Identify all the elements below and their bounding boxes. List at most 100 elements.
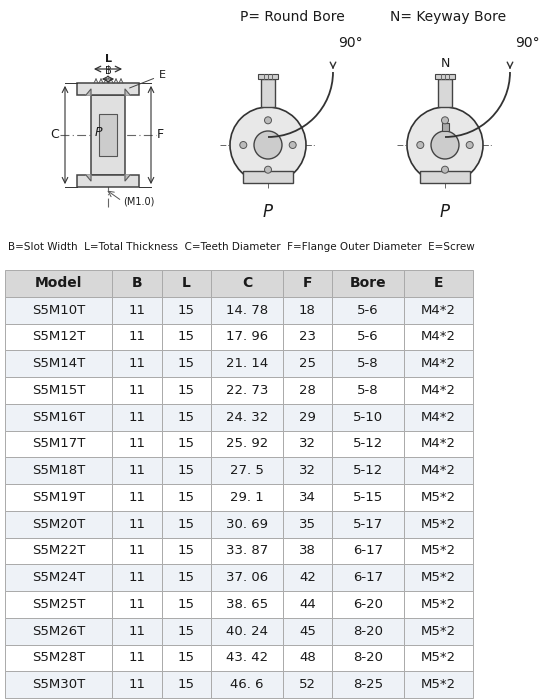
Text: M5*2: M5*2 [421,598,456,611]
Bar [404,297,473,323]
Text: 15: 15 [178,624,195,638]
Text: 15: 15 [178,491,195,504]
Bar [162,484,211,511]
Circle shape [289,141,296,148]
Text: 5-8: 5-8 [357,357,379,370]
Bar [332,297,404,323]
Text: 35: 35 [299,517,316,531]
Bar [162,671,211,698]
Bar [99,114,117,156]
Bar [77,175,139,187]
Text: L: L [105,54,111,64]
Bar [404,377,473,404]
Text: 28: 28 [299,384,316,397]
Bar [211,645,283,671]
Text: 43. 42: 43. 42 [226,652,268,664]
Text: 11: 11 [128,517,146,531]
Bar [404,350,473,377]
Text: 27. 5: 27. 5 [230,464,264,477]
Text: 15: 15 [178,678,195,691]
Bar [283,404,332,430]
Bar [211,591,283,618]
Bar [332,484,404,511]
Text: Model: Model [35,276,82,290]
Text: S5M18T: S5M18T [32,464,85,477]
Text: 11: 11 [128,545,146,557]
Polygon shape [125,175,130,181]
Text: 15: 15 [178,384,195,397]
Bar [162,350,211,377]
Bar [112,645,162,671]
Text: 5-12: 5-12 [353,438,383,450]
Circle shape [466,141,473,148]
Text: 38. 65: 38. 65 [226,598,268,611]
Bar [283,350,332,377]
Text: 15: 15 [178,411,195,424]
Text: M4*2: M4*2 [421,304,456,316]
Text: 11: 11 [128,624,146,638]
Text: 6-17: 6-17 [353,571,383,584]
Text: 5-17: 5-17 [353,517,383,531]
Text: S5M25T: S5M25T [32,598,85,611]
Text: B: B [105,66,111,76]
Text: 8-20: 8-20 [353,652,383,664]
Bar [112,591,162,618]
Text: 23: 23 [299,330,316,344]
Bar [404,457,473,484]
Text: 11: 11 [128,652,146,664]
Text: 15: 15 [178,545,195,557]
Bar [332,323,404,350]
Bar [404,618,473,645]
Bar [211,350,283,377]
Bar [258,74,278,79]
Bar [283,297,332,323]
Circle shape [264,166,272,173]
Bar [162,457,211,484]
Text: M4*2: M4*2 [421,384,456,397]
Bar [211,377,283,404]
Bar [283,538,332,564]
Bar [283,511,332,538]
Bar [112,511,162,538]
Bar [112,430,162,457]
Text: M5*2: M5*2 [421,678,456,691]
Text: 8-25: 8-25 [353,678,383,691]
Bar [211,404,283,430]
Bar [420,171,470,183]
Text: S5M10T: S5M10T [32,304,85,316]
Text: 15: 15 [178,464,195,477]
Bar [112,538,162,564]
Bar [283,377,332,404]
Text: 11: 11 [128,491,146,504]
Circle shape [264,117,272,124]
Text: M4*2: M4*2 [421,357,456,370]
Text: S5M17T: S5M17T [32,438,85,450]
Bar [112,618,162,645]
Bar [332,564,404,591]
Bar [162,404,211,430]
Circle shape [254,131,282,159]
Bar [112,350,162,377]
Bar [162,645,211,671]
Text: S5M26T: S5M26T [32,624,85,638]
Bar [283,430,332,457]
Polygon shape [86,89,91,95]
Text: 11: 11 [128,330,146,344]
Text: 11: 11 [128,304,146,316]
Text: M4*2: M4*2 [421,330,456,344]
Circle shape [417,141,424,148]
Text: S5M28T: S5M28T [32,652,85,664]
Bar [211,671,283,698]
Text: 38: 38 [299,545,316,557]
Bar [332,511,404,538]
Text: 5-15: 5-15 [353,491,383,504]
Text: 34: 34 [299,491,316,504]
Text: L: L [182,276,191,290]
Text: 6-20: 6-20 [353,598,383,611]
Bar [283,671,332,698]
Text: 15: 15 [178,571,195,584]
Text: M5*2: M5*2 [421,571,456,584]
Text: S5M22T: S5M22T [32,545,85,557]
Bar [283,323,332,350]
Bar [404,484,473,511]
